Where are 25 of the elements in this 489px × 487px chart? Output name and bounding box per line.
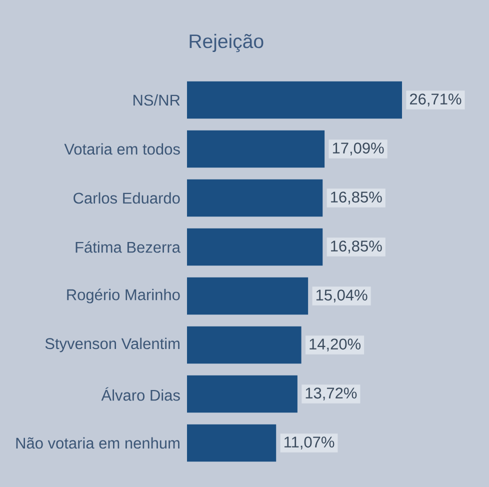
data-label: 15,04% [316, 290, 368, 302]
bar [187, 81, 402, 119]
bar [187, 179, 323, 217]
bar [187, 375, 298, 413]
data-label: 17,09% [332, 142, 384, 156]
data-label: 11,07% [284, 436, 334, 450]
y-tick-label: Fátima Bezerra [76, 241, 180, 253]
bar [187, 130, 325, 168]
bar [187, 424, 276, 462]
y-tick-label: Não votaria em nenhum [16, 437, 180, 449]
data-label: 13,72% [306, 388, 357, 400]
data-label: 14,20% [310, 338, 361, 352]
data-label: 16,85% [331, 192, 382, 204]
y-tick-label: NS/NR [134, 94, 180, 106]
bar [187, 326, 302, 364]
y-tick-label: Carlos Eduardo [74, 192, 180, 204]
y-tick-label: Rogério Marinho [67, 288, 180, 304]
y-tick-label: Álvaro Dias [101, 387, 180, 401]
data-label: 16,85% [331, 240, 382, 254]
y-tick-label: Styvenson Valentim [45, 338, 180, 352]
bar [187, 228, 323, 266]
chart-title: Rejeição [190, 34, 264, 52]
bar [187, 277, 308, 315]
data-label: 26,71% [410, 94, 462, 106]
y-tick-label: Votaria em todos [64, 143, 180, 155]
